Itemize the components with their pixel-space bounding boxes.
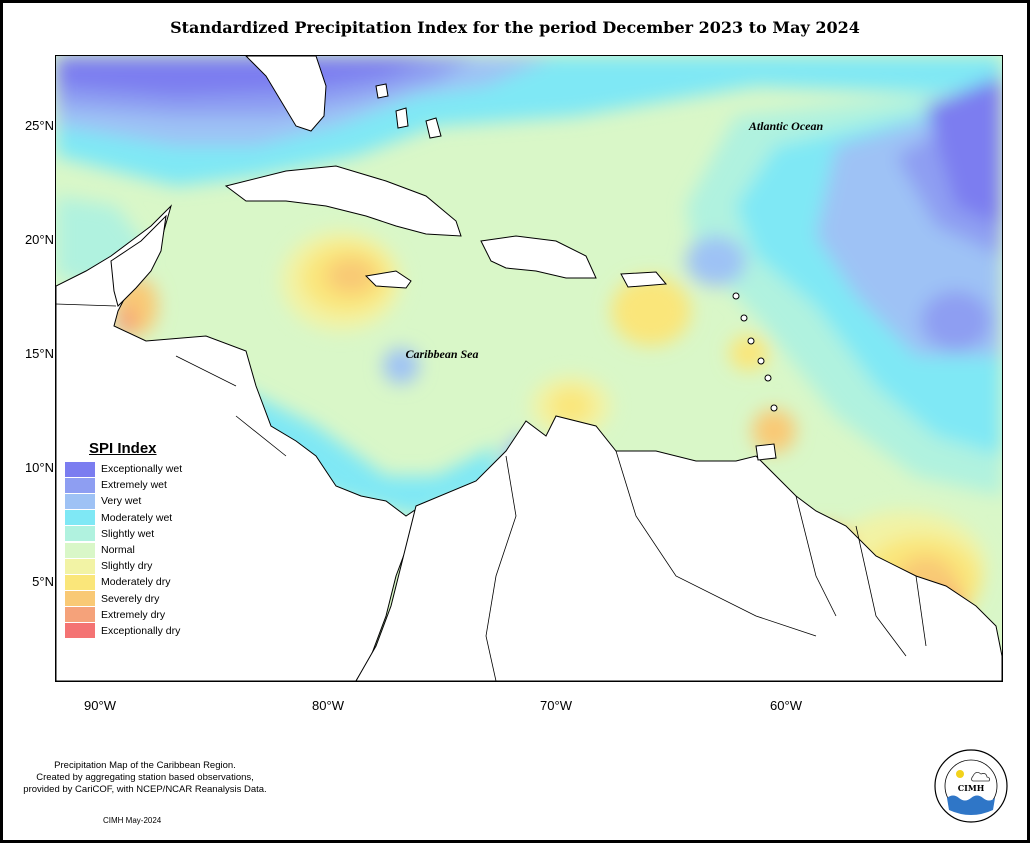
- spi-map: Atlantic Ocean Caribbean Sea: [55, 55, 1003, 682]
- legend-swatch: [65, 607, 95, 623]
- atlantic-ocean-label: Atlantic Ocean: [748, 119, 824, 133]
- credit-label: CIMH May-2024: [103, 816, 162, 825]
- footnote-line: provided by CariCOF, with NCEP/NCAR Rean…: [23, 784, 267, 795]
- bahamas-island: [395, 107, 409, 129]
- footnote-line: Created by aggregating station based obs…: [36, 772, 254, 783]
- legend-item: Normal: [65, 542, 215, 558]
- landmasses: [56, 56, 1002, 681]
- legend-item: Moderately dry: [65, 574, 215, 590]
- antilles-island: [747, 337, 755, 345]
- antilles-island: [740, 314, 748, 322]
- y-tick-label: 15°N: [24, 346, 54, 361]
- legend-label: Severely dry: [101, 592, 160, 605]
- bahamas-island: [375, 83, 389, 99]
- x-tick-label: 80°W: [312, 698, 344, 713]
- legend-swatch: [65, 623, 95, 639]
- x-tick-label: 60°W: [770, 698, 802, 713]
- y-tick-label: 20°N: [24, 232, 54, 247]
- cimh-logo: CIMH: [933, 748, 1009, 824]
- legend-swatch: [65, 574, 95, 590]
- jamaica-land: [364, 270, 412, 289]
- waves-icon: [947, 795, 995, 815]
- footnote: Precipitation Map of the Caribbean Regio…: [0, 760, 290, 796]
- legend-swatch: [65, 558, 95, 574]
- legend-swatch: [65, 526, 95, 542]
- legend-item: Extremely wet: [65, 477, 215, 493]
- legend-label: Extremely dry: [101, 608, 166, 621]
- legend-item: Slightly dry: [65, 558, 215, 574]
- south-america-land: [355, 415, 1002, 681]
- legend-swatch: [65, 493, 95, 509]
- y-tick-label: 5°N: [32, 574, 54, 589]
- florida-land: [245, 56, 327, 132]
- antilles-island: [757, 357, 765, 365]
- yucatan-land: [110, 214, 167, 307]
- logo-text: CIMH: [958, 783, 985, 793]
- legend-label: Normal: [101, 544, 135, 557]
- antilles-island: [764, 374, 772, 382]
- legend-item: Moderately wet: [65, 510, 215, 526]
- legend-item: Extremely dry: [65, 607, 215, 623]
- legend-label: Very wet: [101, 495, 142, 508]
- legend-label: Slightly wet: [101, 527, 155, 540]
- y-tick-label: 25°N: [24, 118, 54, 133]
- bahamas-island: [425, 117, 442, 139]
- central-america-land: [56, 204, 422, 681]
- legend-swatch: [65, 510, 95, 526]
- legend-swatch: [65, 477, 95, 493]
- legend-title: SPI Index: [89, 440, 157, 457]
- map-title: Standardized Precipitation Index for the…: [170, 18, 860, 37]
- legend-swatch: [65, 542, 95, 558]
- legend-label: Exceptionally wet: [101, 463, 183, 476]
- legend-item: Slightly wet: [65, 526, 215, 542]
- legend-swatch: [65, 591, 95, 607]
- legend-items: Exceptionally wet Extremely wet Very wet Mo…: [65, 461, 215, 639]
- legend-label: Moderately wet: [101, 511, 173, 524]
- borders: [56, 303, 927, 681]
- legend-swatch: [65, 461, 95, 477]
- antilles-island: [770, 404, 778, 412]
- footnote-line: Precipitation Map of the Caribbean Regio…: [54, 760, 236, 771]
- trinidad-land: [755, 443, 777, 461]
- sun-icon: [956, 770, 964, 778]
- caribbean-sea-label: Caribbean Sea: [405, 347, 478, 361]
- legend-label: Exceptionally dry: [101, 624, 181, 637]
- x-tick-label: 70°W: [540, 698, 572, 713]
- puerto-rico-land: [620, 271, 668, 288]
- legend-label: Moderately dry: [101, 576, 171, 589]
- legend-label: Extremely wet: [101, 479, 167, 492]
- cloud-icon: [971, 772, 991, 782]
- legend-item: Severely dry: [65, 591, 215, 607]
- legend-item: Exceptionally dry: [65, 623, 215, 639]
- spi-legend: SPI Index Exceptionally wet Extremely wet…: [65, 440, 215, 639]
- legend-item: Very wet: [65, 493, 215, 509]
- legend-label: Slightly dry: [101, 560, 153, 573]
- hispaniola-land: [480, 235, 597, 279]
- cuba-land: [224, 165, 462, 237]
- antilles-island: [732, 292, 740, 300]
- x-tick-label: 90°W: [84, 698, 116, 713]
- y-tick-label: 10°N: [24, 460, 54, 475]
- legend-item: Exceptionally wet: [65, 461, 215, 477]
